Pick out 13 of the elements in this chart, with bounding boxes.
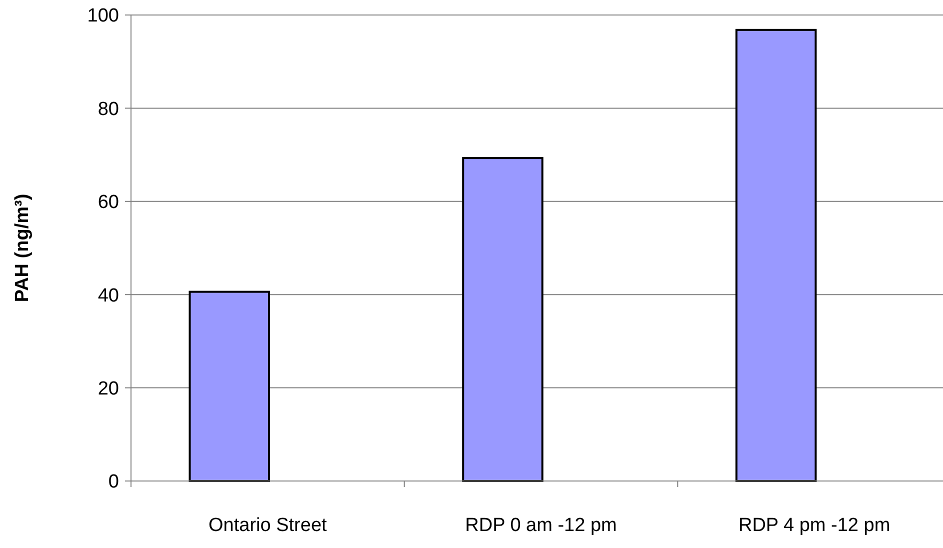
bar — [462, 157, 544, 482]
y-tick-label: 0 — [108, 472, 119, 493]
y-tick-label: 40 — [98, 285, 119, 306]
x-tick-label: RDP 4 pm -12 pm — [738, 515, 890, 536]
y-axis-title: PAH (ng/m³) — [12, 194, 33, 302]
x-tick-label: Ontario Street — [208, 515, 328, 536]
y-tick-label: 80 — [98, 98, 119, 120]
y-tick-label: 20 — [98, 378, 119, 400]
y-tick-label: 100 — [87, 6, 119, 27]
y-tick-label: 60 — [98, 192, 119, 214]
bar — [735, 28, 817, 482]
x-tick-label: RDP 0 am -12 pm — [465, 515, 617, 536]
bar — [188, 290, 270, 482]
